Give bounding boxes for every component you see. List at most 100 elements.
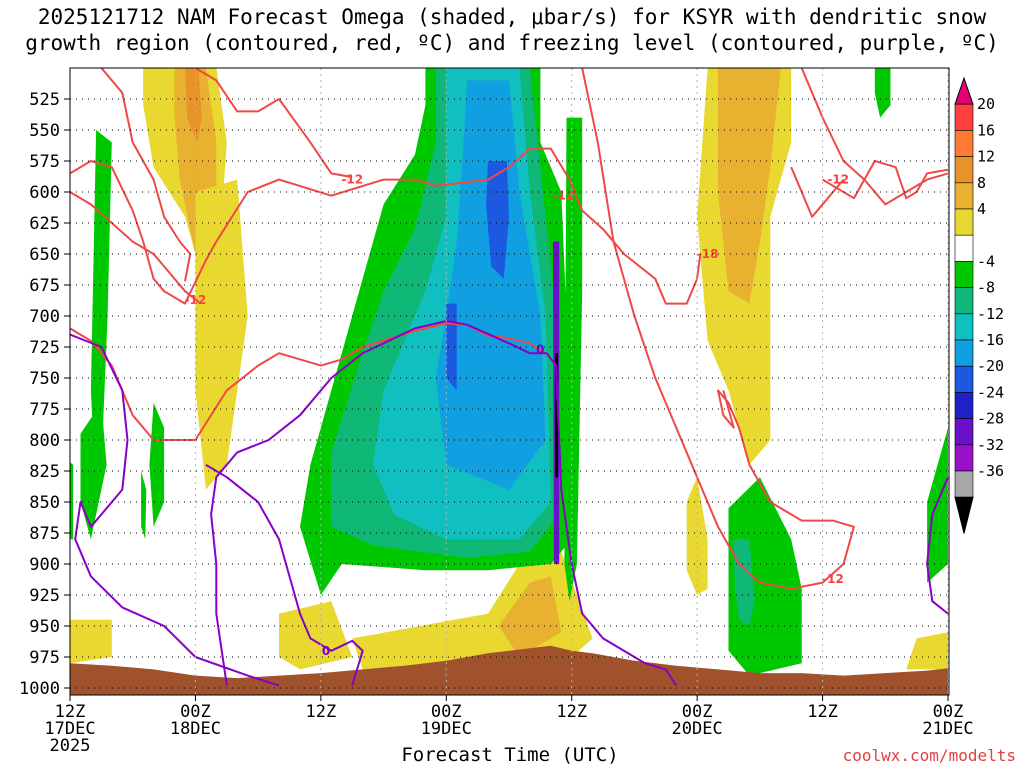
y-tick-label: 900 (29, 555, 60, 575)
colorbar-box (954, 392, 974, 419)
omega-region (70, 462, 74, 540)
y-tick-label: 750 (29, 369, 60, 389)
title-line-1: 2025121712 NAM Forecast Omega (shaded, μ… (37, 5, 987, 29)
y-tick-label: 525 (29, 90, 60, 110)
x-tick-label: 12Z (807, 702, 838, 722)
omega-region (498, 576, 562, 657)
gridlines (69, 68, 949, 695)
y-tick-label: 775 (29, 400, 60, 420)
dendritic-growth-contour (70, 147, 702, 305)
colorbar-label: 4 (977, 200, 986, 218)
x-tick-label: 12Z (556, 702, 587, 722)
contour-label: -12 (185, 293, 207, 307)
y-tick-label: 575 (29, 152, 60, 172)
contour-label: -12 (822, 572, 844, 586)
y-tick-label: 600 (29, 183, 60, 203)
colorbar-box (954, 287, 974, 315)
colorbar-label: -4 (977, 252, 995, 270)
colorbar-label: -32 (977, 436, 1004, 454)
x-axis-label: Forecast Time (UTC) (401, 744, 619, 766)
dendritic-growth-contour (581, 68, 855, 590)
omega-region (728, 477, 802, 676)
colorbar-box (954, 261, 974, 288)
colorbar-label: -24 (977, 383, 1004, 401)
colorbar-box (954, 208, 974, 236)
colorbar-cap-top (954, 76, 974, 105)
y-tick-label: 825 (29, 462, 60, 482)
y-tick-label: 700 (29, 307, 60, 327)
freezing-level-contour (205, 463, 364, 686)
contour-label: -18 (697, 247, 719, 261)
omega-region (906, 632, 948, 670)
omega-region (564, 117, 583, 602)
title-line-2: growth region (contoured, red, ºC) and f… (25, 31, 999, 55)
y-tick-label: 975 (29, 648, 60, 668)
chart-title: 2025121712 NAM Forecast Omega (shaded, μ… (0, 4, 1024, 56)
colorbar: 20 16 12 8 4 -4 -8 -12 -16 -20 -24 -28 -32 -36 (954, 76, 1004, 534)
omega-region (149, 402, 165, 527)
freezing-level-contour (70, 333, 280, 687)
colorbar-box (954, 365, 974, 393)
omega-region (70, 619, 112, 664)
y-tick-label: 800 (29, 431, 60, 451)
contour-label: -12 (553, 189, 575, 203)
omega-region (874, 68, 891, 118)
colorbar-label: 12 (977, 148, 995, 166)
plot-frame (69, 67, 950, 696)
colorbar-box (954, 470, 974, 498)
y-tick-label: 875 (29, 524, 60, 544)
colorbar-label: -12 (977, 305, 1004, 323)
colorbar-box (954, 130, 974, 157)
dendritic-growth-contour (70, 191, 202, 305)
x-tick-label: 18DEC (170, 719, 221, 739)
axes: 525 550 575 600 625 650 675 700 725 750 775 800 825 8… (19, 90, 974, 756)
colorbar-cap-bottom (954, 496, 974, 534)
x-tick-label: 17DEC (44, 719, 95, 739)
colorbar-label: -28 (977, 410, 1004, 428)
dendritic-growth-contour (194, 68, 353, 179)
omega-region (733, 539, 755, 626)
colorbar-box (954, 339, 974, 367)
colorbar-box (954, 418, 974, 446)
terrain (70, 645, 948, 695)
y-tick-label: 650 (29, 245, 60, 265)
y-tick-label: 950 (29, 617, 60, 637)
y-tick-label: 550 (29, 121, 60, 141)
colorbar-box (954, 156, 974, 184)
x-tick-label: 00Z (431, 702, 462, 722)
omega-region (486, 161, 509, 279)
colorbar-label: -36 (977, 462, 1004, 480)
colorbar-label: 16 (977, 121, 995, 139)
x-tick-label: 19DEC (421, 719, 472, 739)
colorbar-label: -8 (977, 279, 995, 297)
contour-label: -12 (827, 173, 849, 187)
x-tick-label: 00Z (933, 702, 964, 722)
colorbar-label: -20 (977, 357, 1004, 375)
y-tick-label: 725 (29, 338, 60, 358)
dendritic-growth-contour (822, 160, 949, 200)
contour-label: 0 (322, 644, 330, 658)
omega-region (718, 68, 781, 304)
freezing-level-contour (210, 320, 678, 687)
omega-region (446, 303, 457, 391)
y-tick-label: 675 (29, 276, 60, 296)
colorbar-box (954, 182, 974, 210)
x-tick-label: 20DEC (672, 719, 723, 739)
x-tick-label: 2025 (50, 736, 91, 756)
colorbar-box (954, 234, 974, 262)
y-tick-label: 1000 (19, 679, 60, 699)
x-tick-label: 12Z (305, 702, 336, 722)
omega-region (195, 179, 248, 490)
x-tick-label: 00Z (682, 702, 713, 722)
plot-area: -12 -12 -12 -18 -12 -12 0 0 (70, 68, 949, 695)
colorbar-label: -16 (977, 331, 1004, 349)
x-tick-label: 12Z (55, 702, 86, 722)
source-credit: coolwx.com/modelts (842, 746, 1016, 765)
dendritic-growth-contour (70, 322, 547, 441)
colorbar-box (954, 444, 974, 472)
omega-region (927, 427, 948, 583)
omega-region (185, 68, 202, 143)
x-tick-label: 00Z (180, 702, 211, 722)
contour-label: 0 (536, 342, 544, 356)
